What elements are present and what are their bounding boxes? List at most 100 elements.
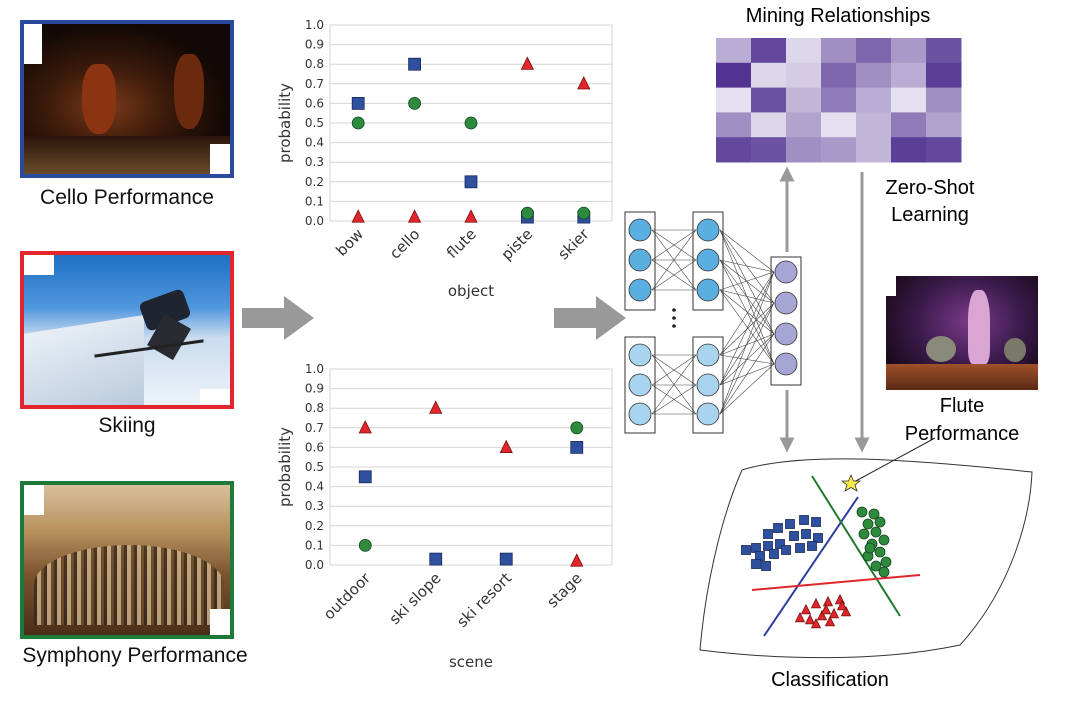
flute-label-line2: Performance [905,423,1020,445]
heatmap-cell [821,62,857,89]
object-ytick-label: 0.1 [305,194,324,208]
network-edge [719,271,775,386]
heatmap-cell [786,137,822,163]
object-ytick-label: 1.0 [305,18,324,32]
object-ytick-label: 0.8 [305,57,324,71]
cluster-triangle [840,605,852,617]
heatmap-cell [751,112,787,138]
scene-ytick-label: 0.4 [305,480,324,494]
flute-star-icon [840,473,862,492]
scene-square-point [429,552,443,566]
cluster-circle [856,506,868,518]
heatmap-cell [716,137,752,163]
network-edge [719,259,775,335]
object-triangle-point [577,76,591,90]
network-edge [719,271,775,356]
network-node [696,373,720,397]
object-circle-point [577,206,591,220]
scene-probability-chart: 0.0 0.1 0.2 0.3 0.4 0.5 0.6 0.7 0.8 0.9 1.0 outdoor… [276,362,613,671]
heatmap-cell [821,112,857,138]
cluster-square [763,529,773,539]
cluster-square [775,539,785,549]
scene-ytick-label: 0.9 [305,382,324,396]
object-circle-point [521,206,534,220]
scene-ytick-label: 0.5 [305,460,324,474]
network-node [628,343,652,367]
object-triangle-point [464,209,478,223]
network-edge [651,229,697,261]
heatmap-cell [751,137,787,163]
object-ytick-label: 0.4 [305,136,324,150]
network-edge [719,259,775,273]
heatmap-cell [786,62,822,89]
cluster-triangle [800,603,812,615]
scene-ytick-label: 1.0 [305,362,324,376]
cluster-triangle [820,603,832,615]
object-triangle-point [407,209,422,223]
scene-circle-point [570,421,584,435]
embedding-space-outline [699,458,1033,659]
network-edge [719,271,775,415]
network-node [696,343,720,367]
heatmap-cell [891,87,927,113]
object-square-point [464,175,478,189]
scene-xtick-label: ski slope [386,569,445,628]
cluster-square [785,519,795,529]
symphony-performance-photo [20,481,234,639]
scene-triangle-point [429,400,443,414]
network-edge [719,229,775,335]
triangle-cluster [794,593,852,629]
network-node [628,218,652,242]
scene-ytick-label: 0.7 [305,421,324,435]
cluster-circle [874,546,886,558]
heatmap-cell [821,137,857,163]
network-edge [651,354,697,386]
network-edge [719,333,775,386]
heatmap-cell [821,38,857,64]
network-node [628,278,652,302]
heatmap-cell [751,62,787,89]
network-edge [651,229,697,291]
heatmap-cell [716,62,752,89]
cluster-circle [878,566,890,578]
cluster-triangle [824,615,836,627]
heatmap-cell [926,137,962,163]
cluster-circle [858,528,870,540]
relationship-heatmap [716,38,962,163]
object-ytick-label: 0.3 [305,155,324,169]
heatmap-cell [926,112,962,138]
input-layer-frame [624,211,656,311]
output-layer-frame [770,256,802,386]
cluster-triangle [828,607,840,619]
symphony-performance-caption: Symphony Performance [22,644,248,667]
flute-pointer-line [851,437,936,484]
heatmap-cell [926,38,962,64]
object-circle-point [464,116,478,130]
classification-label: Classification [771,669,889,691]
heatmap-cell [926,62,962,89]
heatmap-cell [751,38,787,64]
cello-performance-photo [20,20,234,178]
cluster-triangle [822,595,834,607]
object-xtick-label: skier [554,225,593,264]
boundary-blue [763,496,859,637]
cluster-square [789,531,799,541]
heatmap-cell [856,87,892,113]
scene-ytick-label: 0.3 [305,499,324,513]
square-cluster [741,515,823,571]
cluster-square [769,549,779,559]
heatmap-cell [856,38,892,64]
scene-ytick-label: 0.1 [305,538,324,552]
cluster-circle [870,560,882,572]
hidden-layer-frame [692,336,724,434]
heatmap-cell [751,87,787,113]
network-edge [719,302,775,386]
cello-performance-caption: Cello Performance [40,186,214,209]
network-edge [719,271,775,291]
network-edge [719,363,775,415]
object-x-axis-label: object [448,282,494,300]
cluster-square [795,543,805,553]
object-xtick-label: cello [386,225,423,262]
boundary-green [811,475,901,617]
network-edge [719,289,775,335]
